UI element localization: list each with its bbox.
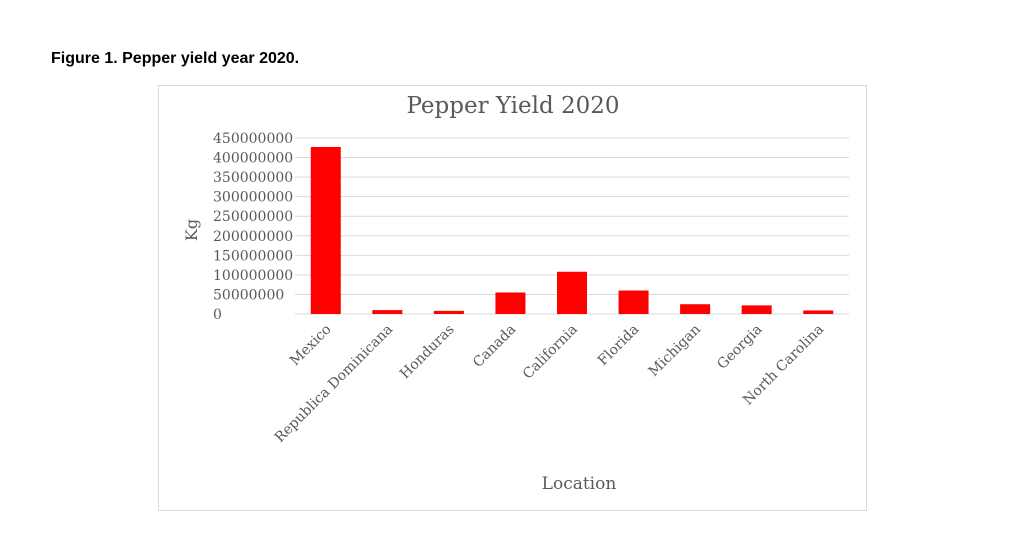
bar-honduras <box>433 310 464 314</box>
y-axis-ticks: 0 50000000 100000000 150000000 200000000 2500… <box>213 131 293 323</box>
x-tick-label: Georgia <box>714 322 765 373</box>
bar-republica-dominicana <box>372 310 403 314</box>
chart-frame: Pepper Yield 2020 0 50000000 100000000 1500… <box>158 85 867 511</box>
x-tick-label: Florida <box>595 322 642 369</box>
x-axis-label: Location <box>542 474 617 494</box>
y-tick-label: 100000000 <box>213 268 293 284</box>
x-tick-label: Republica Dominicana <box>272 322 396 446</box>
bars <box>310 146 834 314</box>
bar-florida <box>618 290 649 314</box>
y-tick-label: 150000000 <box>213 248 293 264</box>
y-tick-label: 50000000 <box>213 287 284 303</box>
y-tick-label: 200000000 <box>213 229 293 245</box>
gridlines <box>295 137 849 315</box>
x-tick-label: Honduras <box>397 322 458 383</box>
x-tick-label: California <box>520 322 581 383</box>
y-tick-label: 400000000 <box>213 151 293 167</box>
chart-title: Pepper Yield 2020 <box>406 93 619 119</box>
y-axis-label: Kg <box>182 219 201 241</box>
bar-georgia <box>741 305 772 314</box>
y-tick-label: 450000000 <box>213 131 293 147</box>
y-tick-label: 350000000 <box>213 170 293 186</box>
x-tick-label: Mexico <box>287 322 335 370</box>
bar-north-carolina <box>803 310 834 314</box>
bar-canada <box>495 292 526 314</box>
y-tick-label: 300000000 <box>213 190 293 206</box>
y-tick-label: 250000000 <box>213 209 293 225</box>
x-tick-label: Michigan <box>646 322 704 380</box>
x-tick-label: Canada <box>470 322 519 371</box>
bar-mexico <box>310 146 341 314</box>
bar-michigan <box>680 304 711 314</box>
y-tick-label: 0 <box>213 307 222 323</box>
pepper-yield-chart: Pepper Yield 2020 0 50000000 100000000 1500… <box>182 93 849 494</box>
bar-california <box>557 271 587 314</box>
figure-caption: Figure 1. Pepper yield year 2020. <box>51 50 300 67</box>
